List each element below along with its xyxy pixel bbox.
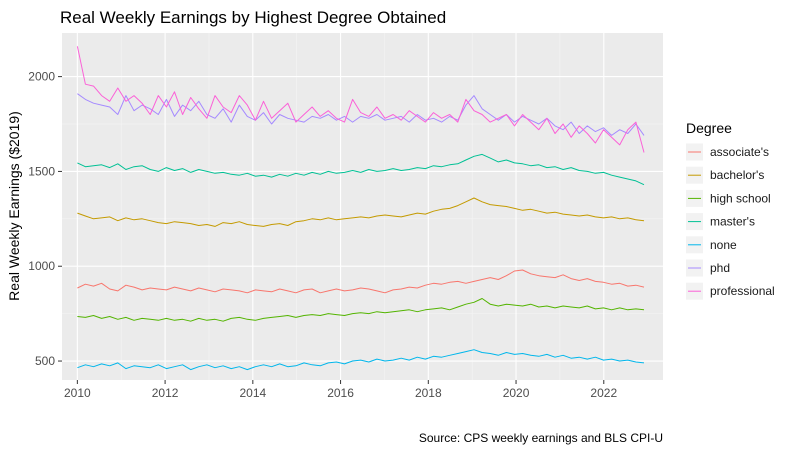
legend-label: professional	[710, 284, 775, 298]
legend-label: bachelor's	[710, 168, 764, 182]
legend-item-phd: phd	[686, 259, 730, 277]
y-axis: 500 1000 1500 2000	[28, 70, 62, 368]
y-axis-label: Real Weekly Earnings ($2019)	[6, 111, 22, 301]
minor-gridlines	[62, 33, 663, 380]
chart-title: Real Weekly Earnings by Highest Degree O…	[60, 8, 446, 27]
x-axis: 2010 2012 2014 2016 2018 2020 2022	[64, 380, 617, 400]
legend-item-bachelor-s: bachelor's	[686, 166, 764, 184]
y-tick-label: 2000	[28, 70, 55, 84]
series-line-associate-s	[77, 269, 645, 294]
legend-item-high-school: high school	[686, 189, 771, 207]
legend-label: high school	[710, 191, 771, 205]
legend-item-associate-s: associate's	[686, 143, 769, 161]
legend: Degree associate's bachelor's high school m…	[686, 120, 775, 300]
legend-label: master's	[710, 215, 755, 229]
major-gridlines	[62, 33, 663, 380]
series-line-professional	[76, 46, 645, 153]
legend-label: phd	[710, 261, 730, 275]
y-tick-label: 500	[35, 354, 55, 368]
series-line-bachelor-s	[77, 197, 645, 227]
legend-label: associate's	[710, 145, 769, 159]
x-tick-label: 2022	[590, 386, 617, 400]
x-tick-label: 2018	[415, 386, 442, 400]
series-lines	[76, 46, 645, 371]
legend-label: none	[710, 238, 737, 252]
plot-panel	[62, 33, 663, 380]
y-tick-label: 1000	[28, 259, 55, 273]
legend-item-master-s: master's	[686, 213, 755, 231]
series-line-phd	[77, 93, 645, 136]
series-line-master-s	[77, 153, 645, 186]
chart-caption: Source: CPS weekly earnings and BLS CPI-…	[419, 431, 663, 445]
legend-item-professional: professional	[686, 282, 775, 300]
x-tick-label: 2020	[503, 386, 530, 400]
y-tick-label: 1500	[28, 164, 55, 178]
x-tick-label: 2014	[239, 386, 266, 400]
x-tick-label: 2012	[152, 386, 179, 400]
legend-title: Degree	[686, 120, 732, 136]
legend-item-none: none	[686, 236, 737, 254]
x-tick-label: 2016	[327, 386, 354, 400]
series-line-none	[77, 349, 645, 371]
series-line-high-school	[77, 298, 645, 322]
x-tick-label: 2010	[64, 386, 91, 400]
